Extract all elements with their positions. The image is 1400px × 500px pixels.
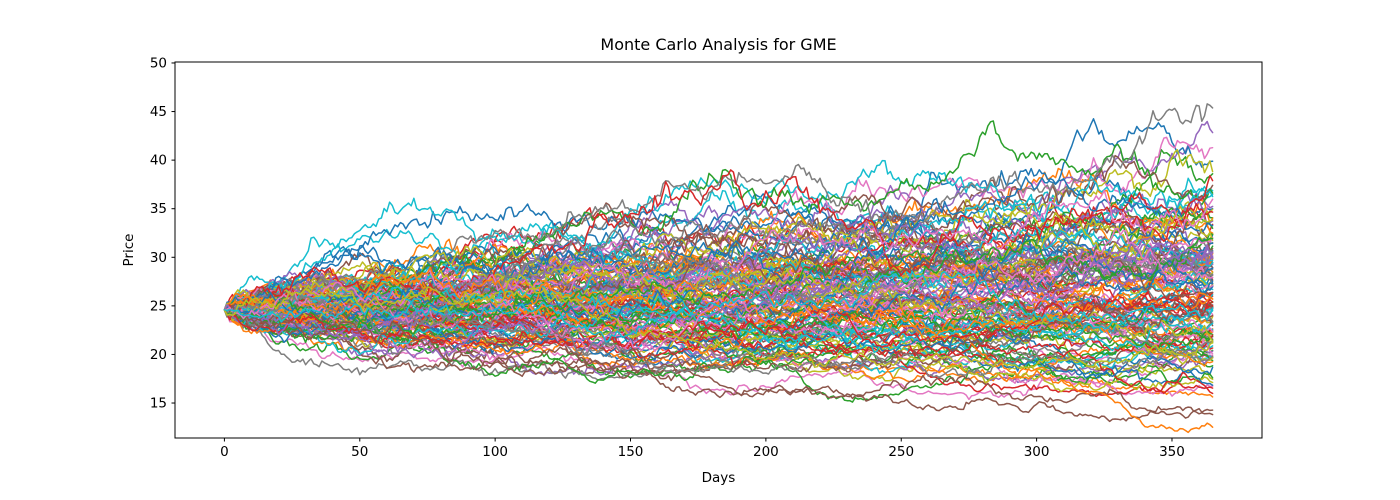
ticks-layer: 0 50 100 150 200 250 300 350 15 20 25 30 35 40 45 50 [150, 55, 1185, 460]
simulation-path [223, 266, 1214, 337]
y-tick-label: 25 [150, 298, 167, 314]
y-tick-label: 15 [150, 396, 167, 412]
x-tick-label: 300 [1024, 444, 1050, 460]
simulation-path [223, 274, 1214, 398]
simulation-path [223, 236, 1214, 332]
simulation-path [223, 242, 1214, 359]
plot-border [174, 61, 1263, 439]
x-tick-label: 350 [1159, 444, 1185, 460]
simulation-path [223, 214, 1214, 322]
x-tick-label: 150 [618, 444, 644, 460]
simulation-path [223, 249, 1214, 328]
x-tick-label: 0 [220, 444, 229, 460]
y-axis-label: Price [121, 234, 137, 267]
x-axis-label: Days [702, 470, 736, 486]
simulation-path [223, 169, 1214, 311]
simulation-path [223, 270, 1214, 343]
simulation-path [223, 286, 1214, 354]
simulation-path [223, 302, 1214, 413]
x-tick-label: 50 [351, 444, 368, 460]
simulation-path [223, 286, 1214, 370]
x-tick-label: 250 [888, 444, 914, 460]
simulation-path [223, 211, 1214, 315]
simulation-path [223, 297, 1214, 348]
y-tick-label: 20 [150, 347, 167, 363]
simulation-path [223, 176, 1214, 311]
simulation-path [223, 300, 1214, 386]
simulation-path [223, 103, 1214, 314]
y-tick-label: 40 [150, 153, 167, 169]
y-tick-label: 50 [150, 55, 167, 71]
x-tick-label: 100 [482, 444, 508, 460]
y-tick-label: 45 [150, 104, 167, 120]
simulation-path [223, 203, 1214, 315]
simulation-path [223, 308, 1214, 423]
chart-title: Monte Carlo Analysis for GME [600, 35, 836, 54]
simulation-path [223, 296, 1214, 384]
simulation-path [223, 294, 1214, 379]
y-tick-label: 30 [150, 250, 167, 266]
simulation-path [223, 240, 1214, 334]
simulation-path [223, 302, 1214, 378]
simulation-paths-layer [223, 103, 1214, 434]
y-tick-label: 35 [150, 201, 167, 217]
x-tick-label: 200 [753, 444, 779, 460]
